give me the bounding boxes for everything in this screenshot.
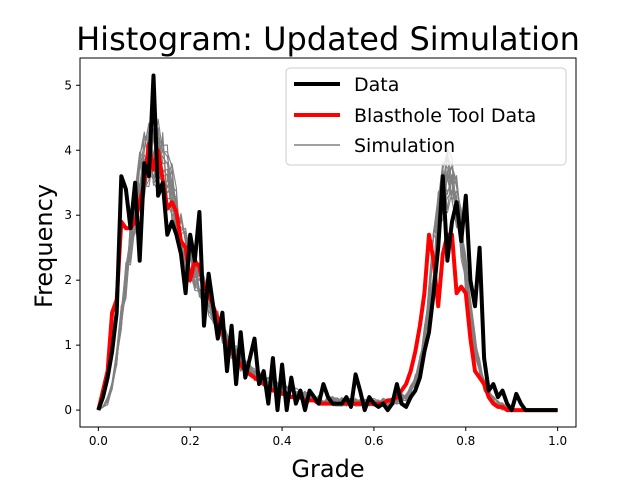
legend-label-data: Data: [354, 74, 399, 96]
y-axis-label: Frequency: [30, 184, 58, 308]
x-axis-ticks: 0.0 0.2 0.4 0.6 0.8 1.0: [89, 427, 567, 448]
x-tick-label: 0.8: [456, 434, 475, 448]
y-tick-label: 2: [64, 273, 72, 287]
legend-label-simulation: Simulation: [354, 135, 455, 157]
data-series-line: [96, 73, 558, 413]
simulation-realization-line: [98, 130, 558, 411]
chart-title: Histogram: Updated Simulation: [76, 20, 580, 58]
simulation-realization-line: [98, 123, 558, 411]
x-tick-label: 0.6: [364, 434, 383, 448]
x-tick-label: 0.0: [89, 434, 108, 448]
plot-lines: [96, 73, 558, 413]
x-tick-label: 0.4: [273, 434, 292, 448]
y-tick-label: 4: [64, 143, 72, 157]
x-tick-label: 0.2: [181, 434, 200, 448]
y-axis-ticks: 0 1 2 3 4 5: [64, 78, 80, 417]
y-tick-label: 1: [64, 338, 72, 352]
y-tick-label: 5: [64, 78, 72, 92]
simulation-realization-line: [98, 129, 558, 411]
plot-frame: [79, 57, 577, 428]
legend-label-blasthole: Blasthole Tool Data: [354, 105, 536, 127]
blasthole-series-line: [96, 141, 558, 413]
y-tick-label: 3: [64, 208, 72, 222]
x-axis-label: Grade: [291, 455, 364, 480]
x-tick-label: 1.0: [548, 434, 567, 448]
legend: Data Blasthole Tool Data Simulation: [285, 67, 567, 166]
legend-box: [285, 67, 567, 166]
y-tick-label: 0: [64, 403, 72, 417]
